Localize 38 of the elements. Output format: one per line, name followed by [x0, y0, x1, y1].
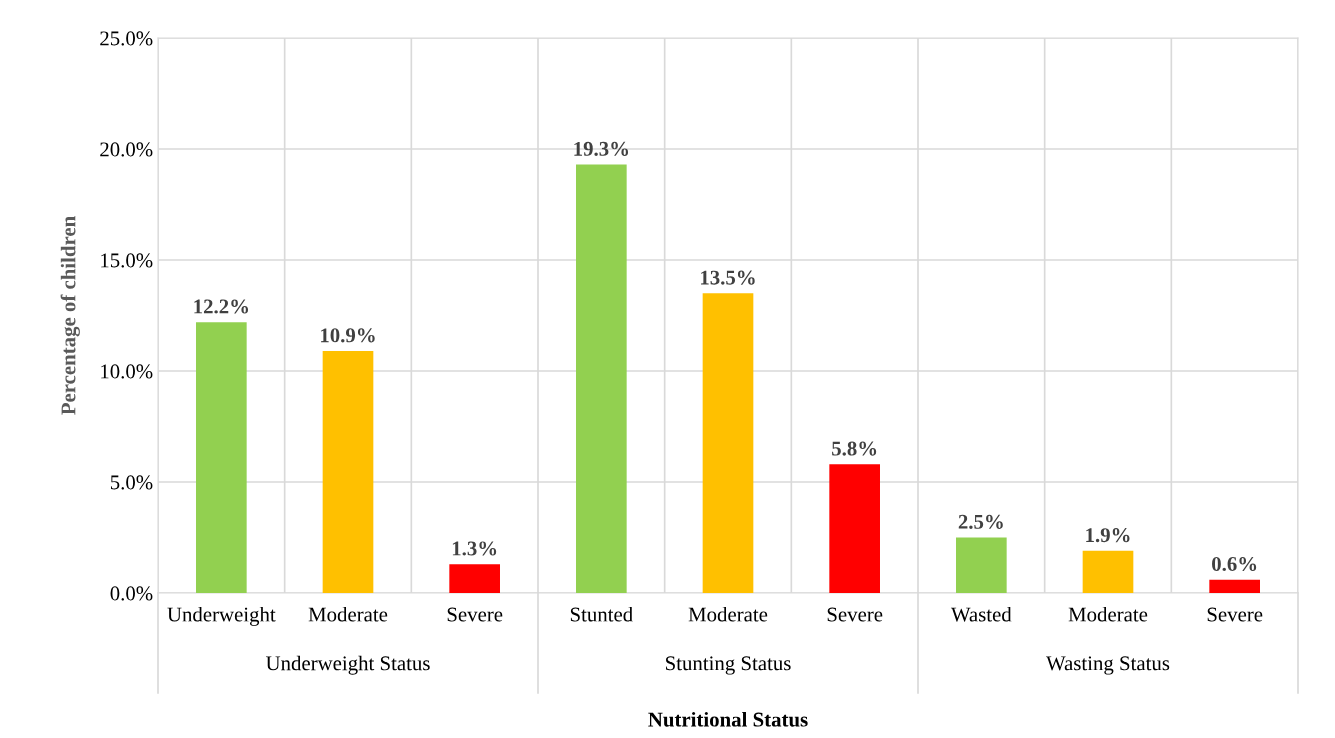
bar — [956, 537, 1007, 593]
y-tick-label: 25.0% — [100, 31, 153, 46]
x-tick-label: Severe — [447, 607, 503, 622]
bar — [1209, 579, 1260, 593]
bar — [1082, 550, 1134, 593]
bar — [702, 293, 754, 593]
text: Underweight Status — [265, 655, 430, 675]
bar — [322, 351, 374, 593]
bar — [196, 322, 247, 593]
x-tick-label: Underweight — [167, 606, 276, 626]
x-tick-label: Severe — [827, 607, 883, 622]
bar — [449, 564, 500, 593]
y-tick-label: 10.0% — [101, 364, 153, 379]
x-tick-label: Wasted — [950, 606, 1012, 622]
y-tick-label: 5.0% — [110, 475, 153, 490]
data-label: 1.3% — [452, 541, 497, 556]
y-tick-label: 20.0% — [100, 142, 153, 157]
x-tick-label: Moderate — [308, 606, 388, 622]
data-label: 0.6% — [1212, 556, 1257, 572]
bar — [576, 164, 627, 593]
bar — [829, 464, 880, 593]
data-label: 19.3% — [574, 141, 629, 156]
data-label: 10.9% — [321, 328, 375, 343]
data-label: 12.2% — [194, 299, 249, 314]
x-tick-label: Moderate — [1068, 606, 1148, 622]
x-tick-label: Severe — [1207, 607, 1263, 622]
text: Wasting Status — [1046, 656, 1170, 675]
text: Stunting Status — [666, 656, 791, 675]
y-tick-label: 0.0% — [110, 586, 153, 601]
x-tick-label: Moderate — [688, 606, 768, 622]
data-label: 5.8% — [832, 441, 877, 456]
data-label: 1.9% — [1086, 528, 1130, 543]
data-label: 13.5% — [701, 270, 755, 285]
y-axis-title: Percentage of children — [60, 216, 80, 415]
data-label: 2.5% — [958, 514, 1003, 529]
x-axis-title: Nutritional Status — [648, 711, 808, 727]
x-tick-label: Stunted — [570, 606, 633, 622]
y-tick-label: 15.0% — [101, 253, 153, 268]
